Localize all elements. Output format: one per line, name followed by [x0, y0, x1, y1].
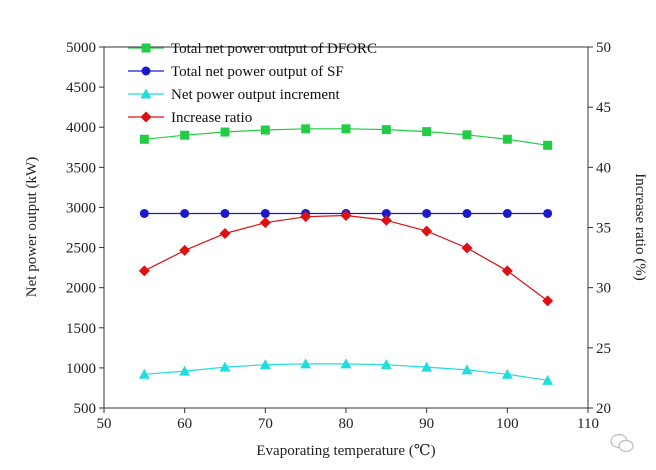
data-point — [380, 359, 392, 370]
data-point — [179, 365, 191, 376]
legend-item-2: Total net power output of SF — [128, 64, 344, 80]
data-point — [259, 217, 271, 229]
data-point — [340, 358, 352, 369]
data-point — [421, 225, 433, 237]
left-y-tick-label: 2000 — [66, 281, 96, 297]
legend-label: Total net power output of DFORC — [171, 41, 377, 57]
data-point — [340, 209, 352, 221]
data-point — [502, 208, 512, 218]
right-y-tick-label: 45 — [596, 100, 611, 116]
data-point — [341, 124, 351, 134]
data-point — [180, 130, 190, 140]
series-layer — [138, 124, 554, 385]
data-point — [462, 130, 472, 140]
x-tick-label: 80 — [339, 416, 354, 432]
data-point — [461, 242, 473, 254]
right-y-tick-label: 40 — [596, 160, 611, 176]
data-point — [300, 211, 312, 223]
data-point — [501, 368, 513, 379]
data-point — [138, 368, 150, 379]
x-tick-label: 50 — [97, 416, 112, 432]
left-y-tick-label: 3500 — [66, 160, 96, 176]
right-y-tick-label: 50 — [596, 40, 611, 56]
legend-label: Total net power output of SF — [171, 64, 344, 80]
data-point — [259, 359, 271, 370]
x-tick-label: 90 — [419, 416, 434, 432]
legend-marker — [140, 111, 152, 123]
series-line — [144, 214, 549, 302]
legend-marker — [141, 66, 151, 76]
left-y-tick-label: 500 — [74, 401, 97, 417]
series-1 — [139, 124, 553, 150]
data-point — [542, 295, 554, 307]
data-point — [543, 208, 553, 218]
data-point — [501, 265, 513, 277]
left-y-tick-label: 3000 — [66, 200, 96, 216]
left-y-axis-title: Net power output (kW) — [24, 157, 40, 297]
right-y-tick-label: 35 — [596, 221, 611, 237]
right-y-tick-label: 20 — [596, 401, 611, 417]
data-point — [422, 127, 432, 137]
left-y-tick-label: 2500 — [66, 241, 96, 257]
series-3 — [138, 358, 554, 385]
data-point — [300, 358, 312, 369]
data-point — [138, 265, 150, 277]
left-y-tick-label: 5000 — [66, 40, 96, 56]
right-y-tick-label: 30 — [596, 281, 611, 297]
x-tick-label: 60 — [177, 416, 192, 432]
x-axis-title: Evaporating temperature (℃) — [256, 443, 435, 459]
ticks-layer: 50 60 70 80 90 100 110 500 1000 1500 2000 2500 3000 3… — [66, 40, 611, 432]
series-4 — [138, 209, 554, 307]
data-point — [461, 364, 473, 375]
legend-marker — [141, 43, 151, 53]
legend-item-4: Increase ratio — [128, 110, 252, 126]
legend-marker — [140, 88, 152, 99]
data-point — [502, 134, 512, 144]
data-point — [381, 125, 391, 135]
left-y-tick-label: 4000 — [66, 120, 96, 136]
data-point — [542, 374, 554, 385]
data-point — [301, 124, 311, 134]
wechat-watermark-icon — [610, 433, 634, 453]
x-tick-label: 70 — [258, 416, 273, 432]
data-point — [220, 127, 230, 137]
left-y-tick-label: 4500 — [66, 80, 96, 96]
left-y-tick-label: 1000 — [66, 361, 96, 377]
x-tick-label: 100 — [496, 416, 519, 432]
data-point — [139, 134, 149, 144]
left-y-tick-label: 1500 — [66, 321, 96, 337]
data-point — [180, 208, 190, 218]
data-point — [421, 361, 433, 372]
data-point — [422, 208, 432, 218]
right-y-tick-label: 25 — [596, 341, 611, 357]
data-point — [220, 208, 230, 218]
legend-label: Increase ratio — [171, 110, 252, 126]
data-point — [462, 208, 472, 218]
data-point — [260, 125, 270, 135]
x-tick-label: 110 — [577, 416, 599, 432]
data-point — [543, 140, 553, 150]
data-point — [139, 208, 149, 218]
data-point — [219, 361, 231, 372]
legend-item-1: Total net power output of DFORC — [128, 41, 377, 57]
right-y-axis-title: Increase ratio (%) — [632, 173, 648, 280]
data-point — [381, 208, 391, 218]
data-point — [380, 214, 392, 226]
data-point — [260, 208, 270, 218]
legend-item-3: Net power output increment — [128, 87, 341, 103]
data-point — [179, 244, 191, 256]
legend-label: Net power output increment — [171, 87, 341, 103]
data-point — [219, 228, 231, 240]
legend: Total net power output of DFORC Total net… — [128, 41, 377, 126]
